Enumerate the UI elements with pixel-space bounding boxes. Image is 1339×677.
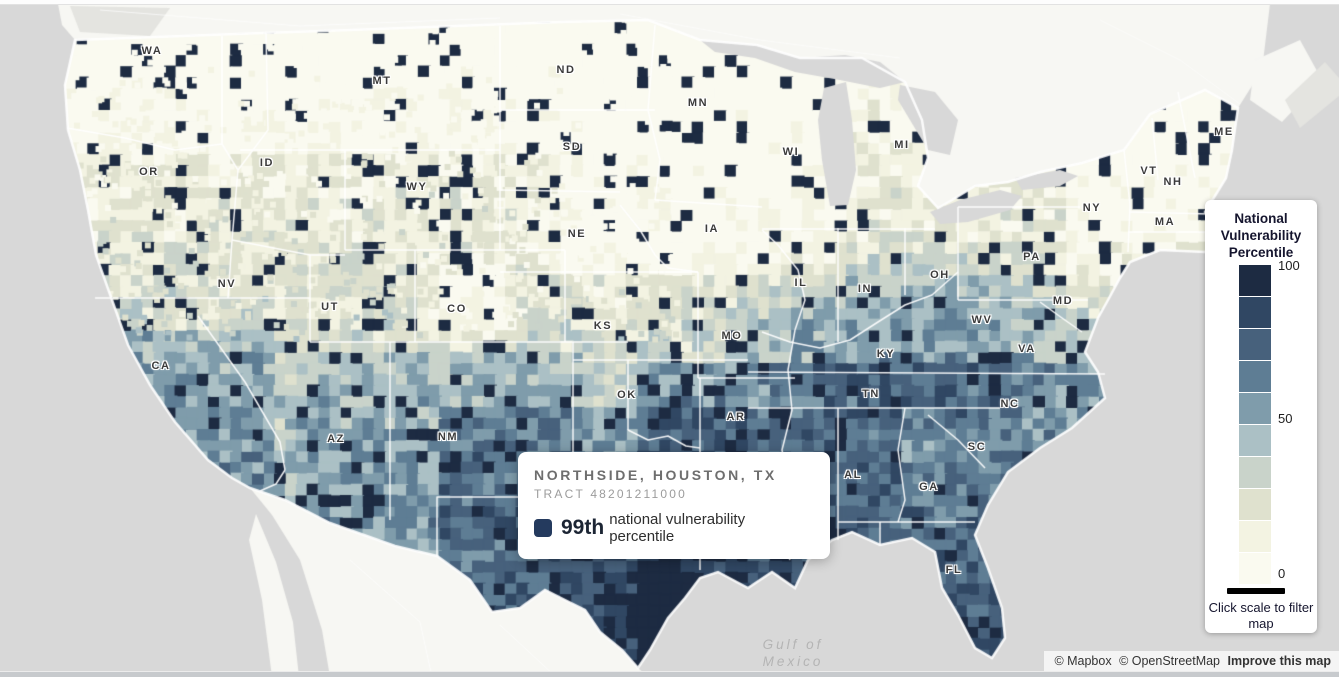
legend-title: National Vulnerability Percentile xyxy=(1220,211,1302,260)
legend-color-block-3[interactable] xyxy=(1239,361,1271,392)
mapbox-attribution-link[interactable]: © Mapbox xyxy=(1054,654,1112,668)
page-top-edge xyxy=(0,0,1339,5)
legend-tick-50: 50 xyxy=(1278,411,1293,426)
legend-caption: Click scale to filter map xyxy=(1208,600,1314,631)
tooltip-tract-id: TRACT 48201211000 xyxy=(534,487,688,501)
map-attribution: © Mapbox © OpenStreetMap Improve this ma… xyxy=(1044,651,1339,672)
legend-color-block-6[interactable] xyxy=(1239,457,1271,488)
legend-color-scale[interactable] xyxy=(1239,265,1271,585)
percentile-description: national vulnerability percentile xyxy=(609,511,746,545)
legend-panel: National Vulnerability Percentile 100 50… xyxy=(1205,200,1317,633)
legend-color-block-5[interactable] xyxy=(1239,425,1271,456)
percentile-value: 99th xyxy=(561,516,605,539)
percentile-color-swatch xyxy=(534,519,552,537)
legend-color-block-0[interactable] xyxy=(1239,265,1271,296)
legend-color-block-7[interactable] xyxy=(1239,489,1271,520)
tooltip-value-row: 99th national vulnerability percentile xyxy=(534,511,812,545)
legend-color-block-8[interactable] xyxy=(1239,521,1271,552)
tract-tooltip: NORTHSIDE, HOUSTON, TX TRACT 48201211000… xyxy=(518,452,830,559)
legend-color-block-4[interactable] xyxy=(1239,393,1271,424)
legend-color-block-9[interactable] xyxy=(1239,553,1271,584)
page-bottom-edge xyxy=(0,671,1339,677)
legend-color-block-2[interactable] xyxy=(1239,329,1271,360)
improve-this-map-link[interactable]: Improve this map xyxy=(1227,654,1332,668)
legend-tick-0: 0 xyxy=(1278,566,1286,581)
legend-tick-100: 100 xyxy=(1278,258,1300,273)
tooltip-place-name: NORTHSIDE, HOUSTON, TX xyxy=(534,467,777,483)
legend-color-block-1[interactable] xyxy=(1239,297,1271,328)
openstreetmap-attribution-link[interactable]: © OpenStreetMap xyxy=(1119,654,1221,668)
legend-axis-bar xyxy=(1227,588,1285,594)
